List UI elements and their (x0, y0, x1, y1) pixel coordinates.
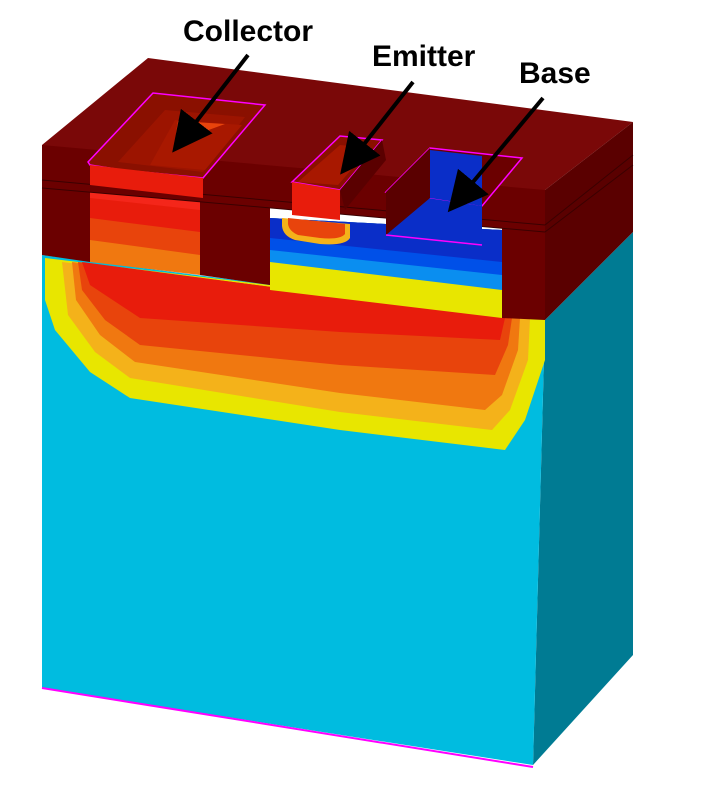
substrate-side-face (533, 232, 633, 765)
collector-label: Collector (183, 15, 314, 48)
oxide-right-slab (502, 228, 545, 320)
substrate-bottom-edge (41, 687, 534, 768)
oxide-middle-pillar (200, 198, 270, 285)
base-arrow (447, 96, 545, 213)
oxide-side-face (545, 122, 633, 320)
base-label: Base (519, 57, 591, 90)
collector-arrow (172, 53, 250, 153)
emitter-arrow (340, 80, 415, 175)
emitter-label: Emitter (372, 40, 476, 73)
